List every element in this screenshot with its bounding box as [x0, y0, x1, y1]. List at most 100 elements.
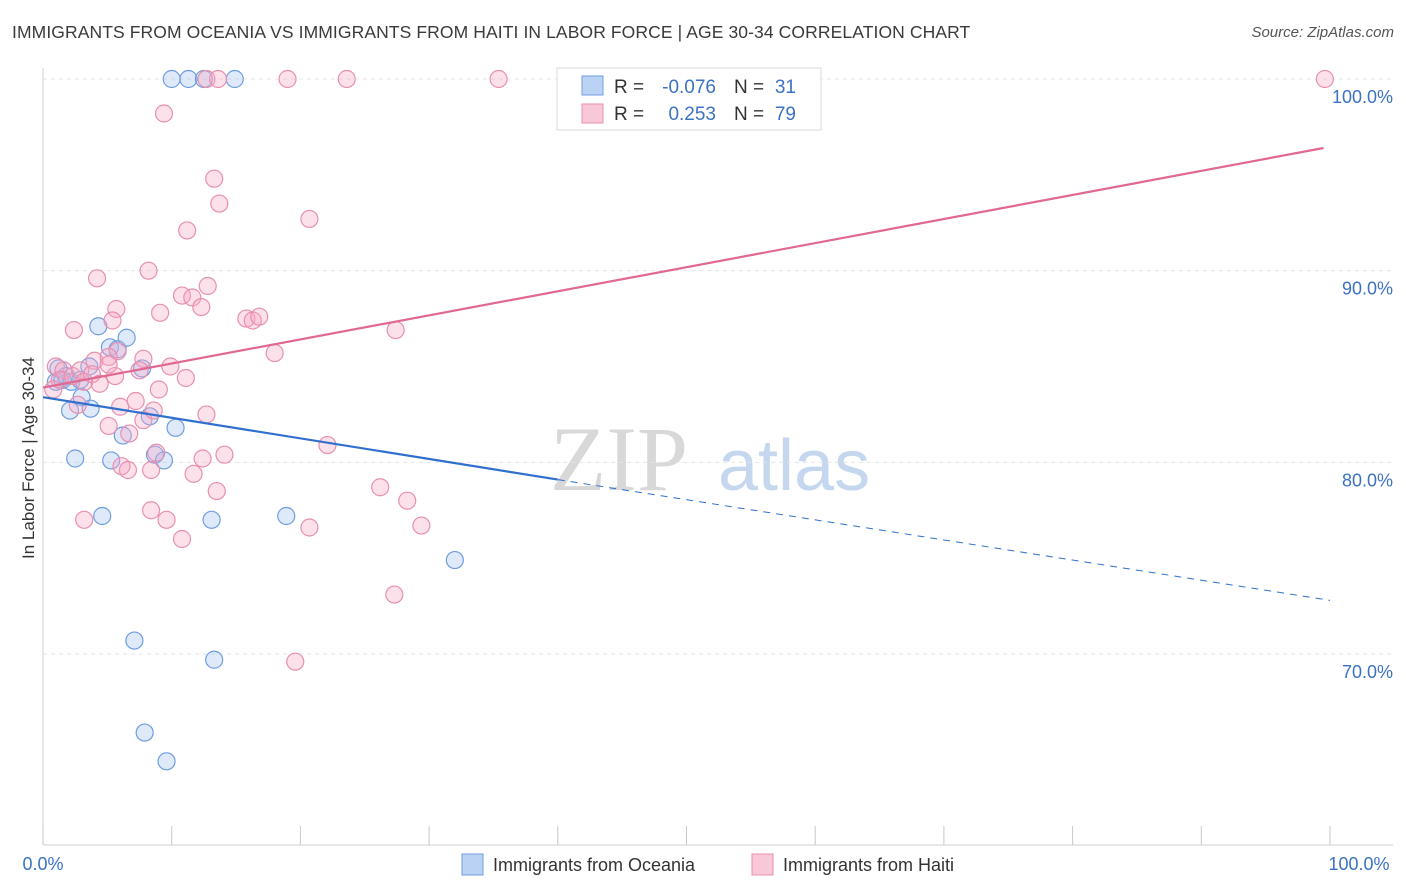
legend-r-label-haiti: R = [614, 104, 644, 125]
source-credit: Source: ZipAtlas.com [1251, 24, 1394, 41]
x-axis-ticks [42, 826, 1331, 845]
point-haiti [386, 320, 405, 340]
point-haiti [147, 443, 166, 462]
point-haiti [139, 261, 158, 280]
point-haiti [1315, 69, 1334, 89]
point-haiti [157, 510, 176, 529]
legend-r-value-haiti: 0.253 [668, 104, 716, 125]
point-haiti [161, 357, 180, 376]
point-haiti [151, 303, 170, 322]
trend-line-haiti [42, 146, 1324, 389]
point-haiti [149, 380, 168, 399]
point-oceania [66, 449, 85, 468]
point-haiti [71, 361, 90, 380]
point-oceania [135, 723, 154, 742]
point-oceania [225, 69, 244, 89]
point-haiti [64, 320, 83, 340]
point-haiti [278, 69, 297, 89]
point-oceania [202, 510, 221, 529]
bottom-legend-label-oceania: Immigrants from Oceania [493, 855, 696, 875]
legend-n-label-haiti: N = [734, 104, 764, 125]
point-haiti [99, 355, 118, 374]
point-oceania [117, 328, 136, 347]
point-oceania [125, 631, 144, 650]
trend-line-oceania-extrapolated [557, 479, 1331, 601]
point-haiti [300, 209, 319, 229]
point-haiti [111, 397, 130, 416]
point-haiti [107, 299, 126, 319]
point-haiti [103, 311, 122, 330]
point-oceania [154, 451, 174, 470]
point-haiti [371, 478, 390, 497]
point-oceania [445, 550, 464, 570]
chart-title: IMMIGRANTS FROM OCEANIA VS IMMIGRANTS FR… [12, 22, 971, 42]
point-oceania [166, 418, 185, 437]
point-haiti [68, 395, 87, 414]
y-tick-label: 100.0% [1332, 87, 1393, 107]
point-oceania [205, 650, 224, 669]
point-oceania [157, 752, 176, 771]
point-haiti [210, 194, 229, 213]
point-oceania [102, 451, 121, 470]
watermark-atlas: atlas [718, 426, 870, 506]
y-tick-labels: 70.0% 80.0% 90.0% 100.0% [1332, 87, 1393, 682]
point-haiti [172, 529, 192, 549]
point-haiti [197, 405, 216, 424]
point-haiti [489, 69, 508, 89]
series-legend: Immigrants from Oceania Immigrants from … [461, 853, 954, 876]
point-oceania [113, 426, 132, 445]
legend-r-label-oceania: R = [614, 77, 644, 98]
point-haiti [300, 518, 319, 537]
point-haiti [154, 104, 174, 123]
legend-swatch-haiti [581, 103, 604, 124]
point-haiti [108, 342, 127, 361]
watermark: ZIP atlas [550, 408, 870, 510]
point-haiti [192, 297, 211, 317]
point-haiti [193, 449, 212, 468]
point-haiti [286, 652, 305, 671]
point-haiti [90, 374, 109, 393]
point-haiti [126, 391, 145, 411]
trend-lines [42, 146, 1331, 601]
point-haiti [207, 481, 226, 501]
point-haiti [205, 169, 224, 188]
point-haiti [118, 460, 138, 480]
point-haiti [198, 276, 217, 296]
legend-swatch-oceania [581, 75, 604, 96]
point-haiti [412, 516, 431, 535]
legend-r-value-oceania: -0.076 [662, 77, 716, 98]
series-haiti-points [44, 69, 1334, 671]
point-haiti [265, 343, 284, 363]
y-tick-label: 80.0% [1342, 470, 1393, 490]
legend-n-value-oceania: 31 [775, 77, 796, 98]
point-haiti [142, 501, 161, 520]
trend-line-oceania [42, 396, 558, 481]
point-haiti [85, 351, 104, 370]
stats-legend: R = -0.076 N = 31 R = 0.253 N = 79 [556, 67, 822, 131]
gridlines [43, 78, 1393, 655]
point-oceania [179, 69, 198, 89]
point-oceania [162, 69, 181, 89]
point-haiti [87, 269, 107, 288]
point-haiti [215, 445, 234, 464]
point-haiti [184, 464, 203, 483]
point-haiti [99, 416, 118, 436]
point-haiti [178, 221, 197, 240]
point-haiti [337, 69, 356, 89]
point-haiti [398, 491, 417, 510]
point-haiti [385, 585, 404, 604]
point-haiti [250, 307, 269, 326]
point-haiti [318, 435, 337, 455]
bottom-legend-label-haiti: Immigrants from Haiti [783, 855, 954, 875]
x-tick-label-max: 100.0% [1328, 854, 1389, 874]
point-haiti [75, 510, 94, 529]
point-oceania [93, 506, 112, 526]
point-haiti [176, 368, 195, 388]
y-axis-label: In Labor Force | Age 30-34 [19, 357, 38, 559]
x-tick-label-min: 0.0% [22, 854, 63, 874]
point-haiti [208, 69, 228, 89]
legend-n-label-oceania: N = [734, 77, 764, 98]
point-haiti [134, 349, 153, 368]
legend-n-value-haiti: 79 [775, 104, 796, 125]
